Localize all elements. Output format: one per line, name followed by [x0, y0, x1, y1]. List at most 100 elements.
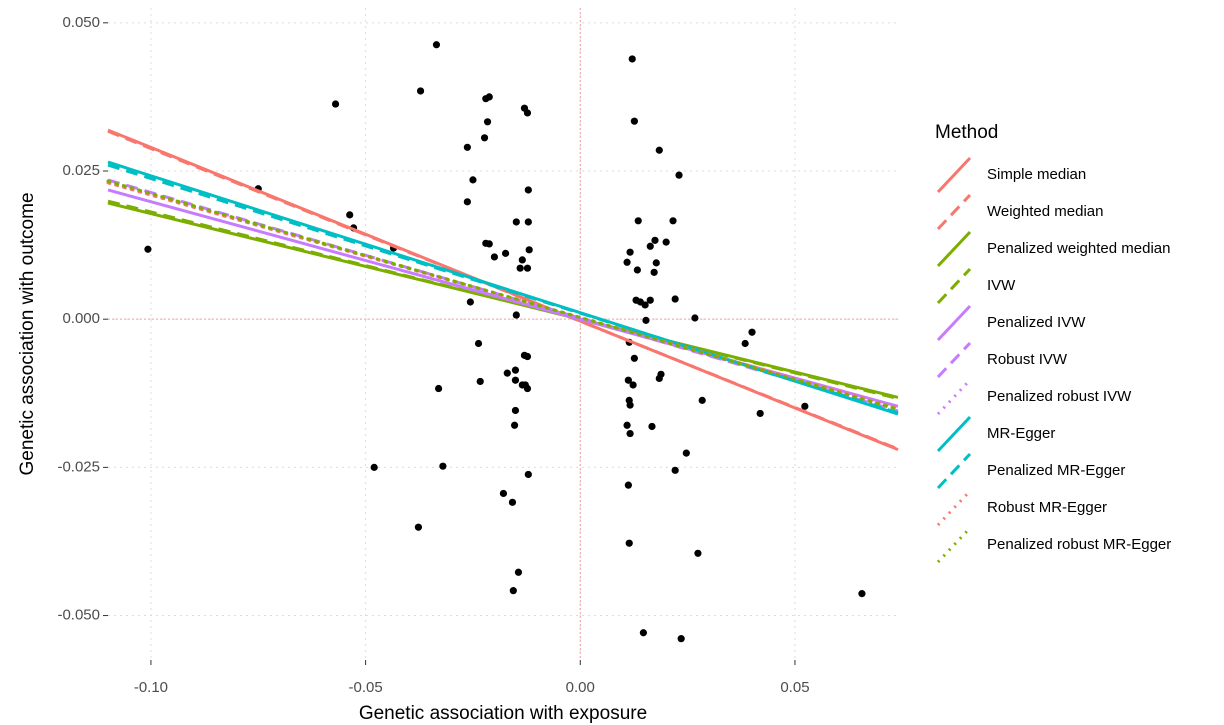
point	[630, 354, 638, 362]
x-tick-label: -0.05	[349, 679, 383, 696]
legend-label: IVW	[987, 277, 1016, 294]
point	[485, 240, 493, 248]
point	[439, 462, 447, 470]
x-tick-label: 0.05	[780, 679, 809, 696]
point	[524, 470, 532, 479]
point	[634, 217, 642, 225]
point	[331, 100, 340, 108]
x-axis-title: Genetic association with exposure	[359, 703, 647, 724]
point	[432, 41, 441, 49]
point	[698, 396, 706, 404]
point	[463, 198, 471, 206]
legend-key	[936, 452, 972, 490]
point	[655, 146, 663, 154]
point	[623, 258, 631, 266]
point	[525, 246, 533, 254]
legend-label: Penalized IVW	[987, 314, 1086, 331]
point	[642, 316, 650, 324]
fit-line	[107, 129, 899, 451]
point	[624, 376, 632, 384]
point	[524, 186, 532, 194]
point	[524, 218, 532, 226]
point	[501, 249, 510, 257]
legend-key	[936, 304, 972, 342]
fit-line	[107, 199, 899, 401]
point	[657, 370, 665, 378]
point	[624, 481, 632, 489]
legend-label: Penalized weighted median	[987, 240, 1170, 257]
point	[671, 295, 679, 303]
point	[516, 264, 524, 272]
point	[630, 117, 638, 125]
legend-key	[936, 156, 972, 194]
point	[741, 339, 749, 348]
fit-line	[106, 179, 900, 411]
point	[414, 523, 423, 531]
y-tick-label: 0.050	[62, 14, 100, 31]
y-tick-label: 0.025	[62, 162, 100, 179]
legend-key	[936, 193, 972, 231]
point	[463, 143, 471, 151]
point	[646, 242, 654, 250]
legend-key	[936, 378, 972, 416]
point	[671, 466, 679, 474]
legend-key	[936, 415, 972, 453]
point	[416, 87, 425, 95]
legend-title: Method	[935, 122, 998, 143]
x-tick-label: -0.10	[134, 679, 168, 696]
point	[511, 406, 520, 415]
legend-label: Robust IVW	[987, 351, 1068, 368]
point	[626, 429, 634, 438]
point	[511, 366, 520, 374]
point	[503, 369, 511, 377]
legend-label: Penalized MR-Egger	[987, 462, 1125, 479]
y-axis-title: Genetic association with outcome	[17, 192, 38, 475]
point	[858, 590, 866, 598]
point	[466, 298, 474, 306]
legend-label: Penalized robust IVW	[987, 388, 1132, 405]
legend-label: Simple median	[987, 166, 1086, 183]
point	[346, 211, 354, 219]
legend-key	[936, 341, 972, 379]
point	[633, 266, 641, 274]
y-tick-label: -0.050	[57, 607, 100, 624]
point	[523, 264, 532, 272]
point	[509, 587, 517, 595]
legend-label: Robust MR-Egger	[987, 499, 1107, 516]
legend-key	[936, 230, 972, 268]
point	[518, 256, 526, 264]
point	[626, 401, 634, 409]
point	[510, 421, 519, 429]
point	[651, 236, 659, 244]
point	[675, 171, 683, 179]
legend-label: MR-Egger	[987, 425, 1055, 442]
point	[669, 217, 677, 225]
point	[511, 376, 520, 384]
point	[144, 245, 152, 253]
point	[476, 377, 484, 386]
point	[639, 629, 647, 637]
point	[370, 463, 378, 471]
point	[523, 352, 532, 361]
x-tick-label: 0.00	[566, 679, 595, 696]
point	[490, 253, 499, 261]
point	[469, 176, 477, 184]
legend-key	[936, 267, 972, 305]
point	[662, 238, 670, 246]
point	[508, 498, 517, 506]
point	[801, 402, 809, 410]
point	[512, 311, 520, 319]
point	[682, 449, 690, 457]
point	[748, 328, 756, 336]
point	[623, 421, 631, 429]
point	[628, 55, 636, 63]
point	[512, 218, 520, 226]
point	[499, 489, 508, 498]
point	[629, 381, 637, 389]
point	[652, 259, 660, 267]
point	[677, 635, 685, 643]
point	[474, 339, 483, 348]
legend-key	[936, 489, 972, 527]
point	[480, 134, 489, 142]
